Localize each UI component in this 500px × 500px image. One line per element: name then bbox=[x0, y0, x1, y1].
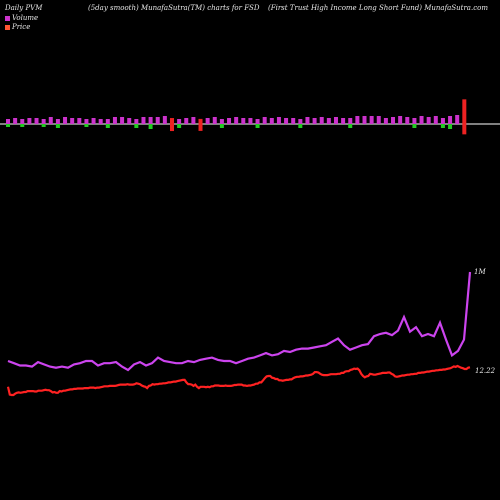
header-right: (First Trust High Income Long Short Fund… bbox=[268, 4, 488, 12]
volume-bar bbox=[241, 118, 246, 124]
volume-bar bbox=[326, 118, 331, 124]
volume-axis-label: 1M bbox=[474, 268, 486, 276]
volume-bar bbox=[298, 124, 303, 128]
volume-bar bbox=[405, 117, 410, 124]
volume-bar-top bbox=[6, 119, 10, 124]
volume-bar bbox=[205, 118, 210, 124]
volume-bar bbox=[34, 118, 39, 124]
volume-bar bbox=[20, 124, 25, 127]
volume-bar bbox=[84, 124, 89, 127]
volume-bar bbox=[333, 117, 338, 124]
volume-bars bbox=[6, 99, 467, 135]
volume-bar bbox=[433, 116, 438, 124]
volume-bar bbox=[177, 124, 182, 128]
volume-bar-top bbox=[55, 119, 60, 124]
volume-bar bbox=[412, 124, 417, 128]
volume-bar-top bbox=[448, 116, 453, 124]
volume-bar-top bbox=[148, 117, 153, 124]
volume-bar bbox=[355, 116, 360, 124]
header-center: (5day smooth) MunafaSutra(TM) charts for… bbox=[88, 4, 260, 12]
volume-bar bbox=[440, 124, 445, 128]
volume-bar-top bbox=[255, 119, 260, 124]
volume-bar bbox=[391, 117, 396, 124]
volume-bar bbox=[462, 99, 467, 135]
volume-bar-top bbox=[20, 119, 25, 124]
volume-bar bbox=[70, 118, 75, 124]
volume-bar bbox=[276, 117, 281, 124]
volume-bar bbox=[148, 124, 153, 129]
volume-bar bbox=[227, 118, 232, 124]
volume-bar bbox=[319, 117, 324, 124]
volume-bar bbox=[120, 117, 125, 124]
volume-bar-top bbox=[105, 119, 110, 124]
volume-bar bbox=[234, 117, 239, 124]
volume-bar bbox=[369, 116, 374, 124]
volume-bar bbox=[198, 118, 203, 131]
volume-bar bbox=[312, 118, 317, 124]
volume-bar bbox=[448, 124, 453, 129]
volume-bar bbox=[13, 118, 18, 124]
volume-bar bbox=[6, 124, 10, 127]
volume-bar bbox=[48, 117, 53, 124]
volume-bar bbox=[305, 117, 310, 124]
volume-bar bbox=[262, 117, 267, 124]
volume-bar bbox=[27, 118, 32, 124]
volume-bar bbox=[105, 124, 110, 128]
legend-price-swatch bbox=[5, 24, 10, 30]
volume-bar bbox=[348, 124, 353, 128]
volume-bar bbox=[341, 118, 346, 124]
volume-bar-top bbox=[134, 119, 139, 124]
volume-line bbox=[7, 271, 472, 372]
volume-bar bbox=[248, 118, 253, 124]
volume-bar bbox=[383, 118, 388, 124]
volume-bar-top bbox=[298, 119, 303, 124]
legend-price: Price bbox=[5, 23, 30, 31]
legend-price-label: Price bbox=[12, 23, 31, 31]
volume-bar-top bbox=[440, 118, 445, 124]
volume-bar bbox=[455, 115, 460, 124]
volume-bar-top bbox=[177, 119, 182, 124]
volume-bar bbox=[284, 118, 289, 124]
legend-volume-label: Volume bbox=[12, 14, 39, 22]
volume-bar bbox=[362, 116, 367, 124]
volume-bar bbox=[169, 118, 174, 132]
legend-volume-swatch bbox=[5, 15, 10, 21]
volume-bar-top bbox=[348, 118, 353, 124]
volume-bar bbox=[398, 116, 403, 124]
volume-bar bbox=[141, 117, 146, 124]
volume-bar bbox=[98, 119, 103, 124]
volume-bar bbox=[219, 124, 224, 128]
header-left: Daily PVM bbox=[5, 4, 43, 12]
volume-bar bbox=[112, 117, 117, 124]
volume-bar bbox=[55, 124, 60, 128]
volume-bar bbox=[134, 124, 139, 128]
volume-bar bbox=[155, 117, 160, 124]
volume-bar-top bbox=[41, 119, 46, 124]
volume-bar bbox=[255, 124, 260, 128]
volume-bar-top bbox=[219, 119, 224, 124]
volume-bar bbox=[41, 124, 46, 127]
volume-bar bbox=[191, 117, 196, 124]
volume-bar bbox=[77, 118, 82, 124]
volume-bar bbox=[91, 118, 96, 124]
legend-volume: Volume bbox=[5, 14, 38, 22]
volume-bar-top bbox=[84, 119, 89, 124]
price-line bbox=[6, 364, 471, 397]
volume-bar bbox=[419, 116, 424, 124]
volume-bar bbox=[212, 117, 217, 124]
volume-bar bbox=[269, 118, 274, 124]
volume-bar-top bbox=[412, 118, 417, 124]
volume-bar bbox=[376, 116, 381, 124]
volume-bar bbox=[291, 118, 296, 124]
volume-bar bbox=[63, 117, 68, 124]
volume-bar bbox=[184, 118, 189, 124]
volume-bar bbox=[162, 116, 167, 124]
price-axis-label: 12.22 bbox=[475, 367, 496, 375]
volume-bar bbox=[426, 117, 431, 124]
volume-bar bbox=[127, 118, 132, 124]
